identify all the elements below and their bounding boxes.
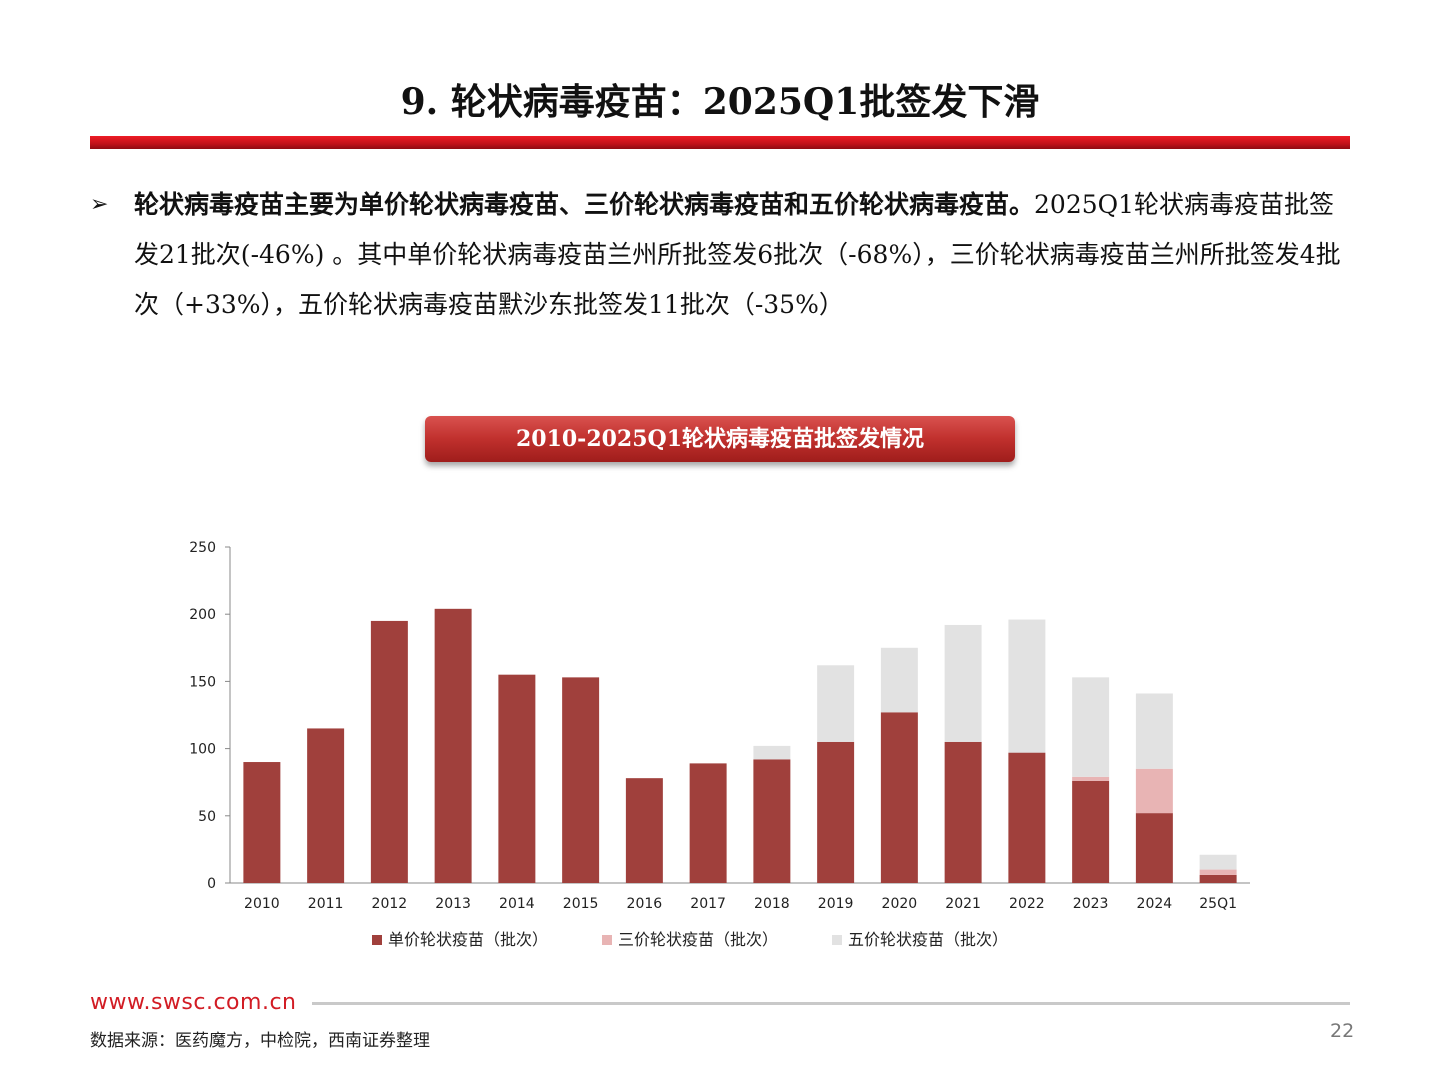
bar-segment-single <box>817 741 855 883</box>
x-tick-label: 2010 <box>244 896 280 912</box>
legend-swatch <box>372 935 382 945</box>
footer-website-link[interactable]: www.swsc.com.cn <box>90 990 297 1015</box>
bar-segment-single <box>1072 780 1110 883</box>
x-tick-label: 2019 <box>818 896 854 912</box>
y-tick-label: 150 <box>189 674 216 690</box>
bar-segment-single <box>625 778 663 883</box>
legend-label: 五价轮状疫苗（批次） <box>848 930 1009 949</box>
x-tick-label: 2016 <box>627 896 663 912</box>
bar-segment-single <box>880 712 918 883</box>
x-tick-label: 2024 <box>1137 896 1173 912</box>
summary-bullet: ➢ 轮状病毒疫苗主要为单价轮状病毒疫苗、三价轮状病毒疫苗和五价轮状病毒疫苗。20… <box>90 180 1355 330</box>
page-number: 22 <box>1330 1020 1355 1042</box>
bar-segment-pentavalent <box>1135 693 1173 769</box>
summary-bold-text: 轮状病毒疫苗主要为单价轮状病毒疫苗、三价轮状病毒疫苗和五价轮状病毒疫苗。 <box>134 190 1035 219</box>
legend-item: 三价轮状疫苗（批次） <box>602 926 778 950</box>
legend-label: 三价轮状疫苗（批次） <box>618 930 779 949</box>
y-tick-label: 200 <box>189 607 216 623</box>
y-tick-label: 50 <box>198 809 216 825</box>
y-tick-label: 100 <box>189 742 216 758</box>
x-tick-label: 2012 <box>372 896 408 912</box>
bar-segment-single <box>944 741 982 883</box>
bar-segment-single <box>1008 752 1046 883</box>
legend-label: 单价轮状疫苗（批次） <box>388 930 549 949</box>
legend-item: 五价轮状疫苗（批次） <box>832 926 1008 950</box>
legend-swatch <box>832 935 842 945</box>
legend-item: 单价轮状疫苗（批次） <box>372 926 548 950</box>
bullet-arrow-icon: ➢ <box>90 192 109 217</box>
bar-segment-single <box>370 620 408 883</box>
x-tick-label: 2017 <box>690 896 726 912</box>
chart-title-banner: 2010-2025Q1轮状病毒疫苗批签发情况 <box>425 416 1015 462</box>
y-tick-label: 250 <box>189 540 216 556</box>
bar-segment-pentavalent <box>944 624 982 742</box>
bar-segment-pentavalent <box>817 665 855 742</box>
bar-segment-single <box>562 677 600 883</box>
title-divider-bar <box>90 136 1350 149</box>
summary-text: 轮状病毒疫苗主要为单价轮状病毒疫苗、三价轮状病毒疫苗和五价轮状病毒疫苗。2025… <box>134 180 1355 330</box>
bar-segment-pentavalent <box>1008 619 1046 753</box>
bar-segment-single <box>1199 874 1237 883</box>
legend-swatch <box>602 935 612 945</box>
x-tick-label: 2015 <box>563 896 599 912</box>
bar-segment-pentavalent <box>880 647 918 713</box>
bar-segment-single <box>307 728 345 883</box>
bar-segment-trivalent <box>1135 768 1173 814</box>
x-tick-label: 2013 <box>435 896 471 912</box>
page-title: 9. 轮状病毒疫苗：2025Q1批签发下滑 <box>400 81 1040 123</box>
stacked-bar-chart: 0 50 100 150 200 250 2010 2011 2012 2013 2014 2015 2… <box>189 540 1250 912</box>
x-tick-label: 2020 <box>882 896 918 912</box>
y-tick-label: 0 <box>207 876 216 892</box>
x-tick-label: 25Q1 <box>1199 896 1237 912</box>
bar-segment-pentavalent <box>1199 854 1237 870</box>
bar-segment-single <box>498 674 536 883</box>
bar-segment-single <box>689 763 727 883</box>
bar-segment-single <box>1135 813 1173 883</box>
bar-segment-trivalent <box>1199 869 1237 875</box>
footer-divider <box>312 1002 1350 1005</box>
x-tick-label: 2022 <box>1009 896 1045 912</box>
data-source-note: 数据来源：医药魔方，中检院，西南证券整理 <box>90 1031 430 1051</box>
bar-segment-pentavalent <box>1072 677 1110 777</box>
summary-detail-text: 2025Q1轮状病毒疫苗批签发21批次(-46%) 。其中单价轮状病毒疫苗兰州所… <box>134 190 1341 319</box>
bar-segment-pentavalent <box>753 745 791 760</box>
bar-segment-trivalent <box>1072 776 1110 781</box>
bar-segment-single <box>753 759 791 883</box>
bar-segment-single <box>434 608 472 883</box>
x-tick-label: 2018 <box>754 896 790 912</box>
x-tick-label: 2011 <box>308 896 344 912</box>
x-tick-label: 2014 <box>499 896 535 912</box>
x-tick-label: 2021 <box>945 896 981 912</box>
x-tick-label: 2023 <box>1073 896 1109 912</box>
bar-segment-single <box>243 762 281 883</box>
